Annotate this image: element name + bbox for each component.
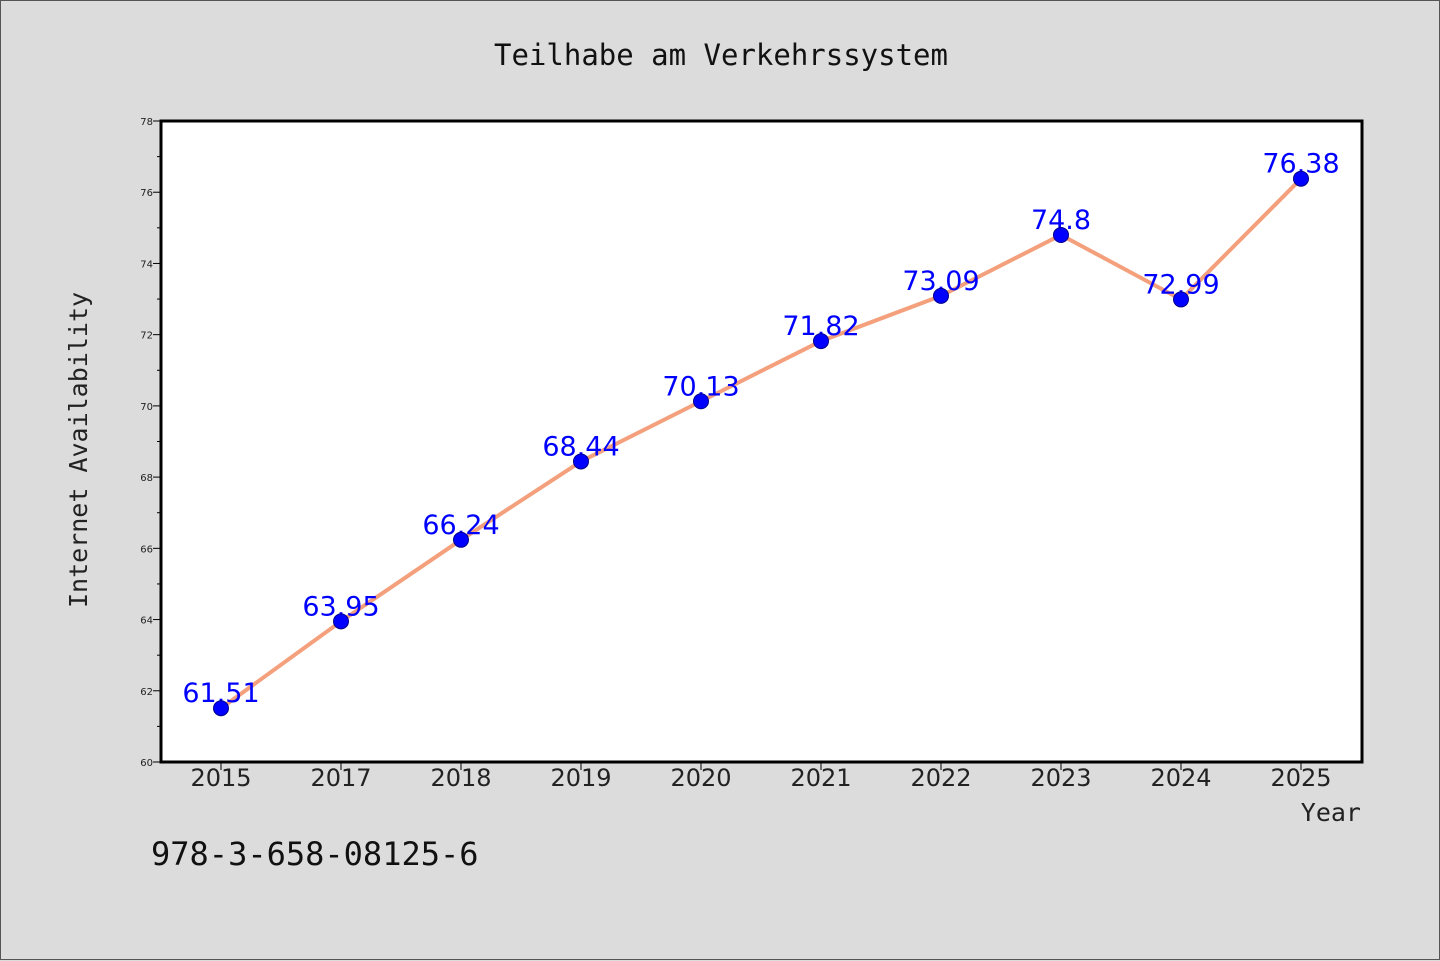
x-tick-label: 2022 bbox=[910, 764, 971, 792]
data-point bbox=[693, 393, 709, 410]
y-tick-label: 60 bbox=[140, 758, 153, 769]
x-tick-label: 2017 bbox=[310, 764, 371, 792]
y-axis: 60 62 64 66 68 70 72 74 76 78 bbox=[140, 117, 161, 769]
y-tick-label: 68 bbox=[140, 473, 153, 484]
data-point bbox=[213, 700, 229, 717]
data-point bbox=[453, 531, 469, 548]
x-tick-label: 2015 bbox=[190, 764, 251, 792]
x-tick-label: 2024 bbox=[1150, 764, 1211, 792]
data-point bbox=[933, 287, 949, 304]
chart-title: Teilhabe am Verkehrssystem bbox=[494, 38, 948, 72]
y-tick-label: 62 bbox=[140, 687, 153, 698]
x-axis: 2015 2017 2018 2019 2020 2021 2022 2023 2024 2025 bbox=[190, 762, 1332, 792]
isbn-text: 978-3-658-08125-6 bbox=[151, 835, 479, 873]
series-line bbox=[219, 176, 1303, 711]
data-point bbox=[333, 613, 349, 630]
x-tick-label: 2020 bbox=[670, 764, 731, 792]
data-point bbox=[1293, 170, 1309, 187]
y-tick-label: 70 bbox=[140, 402, 153, 413]
y-tick-label: 64 bbox=[140, 616, 153, 627]
plot-area bbox=[159, 119, 1364, 764]
data-point bbox=[573, 453, 589, 470]
x-tick-label: 2021 bbox=[790, 764, 851, 792]
series-layer: 61.5163.9566.2468.4470.1371.8273.0974.87… bbox=[182, 149, 1340, 717]
x-tick-label: 2025 bbox=[1270, 764, 1331, 792]
y-tick-label: 66 bbox=[140, 544, 153, 555]
x-tick-label: 2018 bbox=[430, 764, 491, 792]
data-point bbox=[1173, 291, 1189, 308]
y-tick-label: 76 bbox=[140, 188, 153, 199]
x-tick-label: 2023 bbox=[1030, 764, 1091, 792]
x-axis-label: Year bbox=[1301, 798, 1361, 827]
data-point bbox=[813, 333, 829, 350]
x-tick-label: 2019 bbox=[550, 764, 611, 792]
y-tick-label: 78 bbox=[140, 117, 153, 128]
data-point bbox=[1053, 226, 1069, 243]
y-axis-label: Internet Availability bbox=[64, 292, 93, 608]
y-tick-label: 74 bbox=[140, 259, 153, 270]
y-tick-label: 72 bbox=[140, 331, 153, 342]
